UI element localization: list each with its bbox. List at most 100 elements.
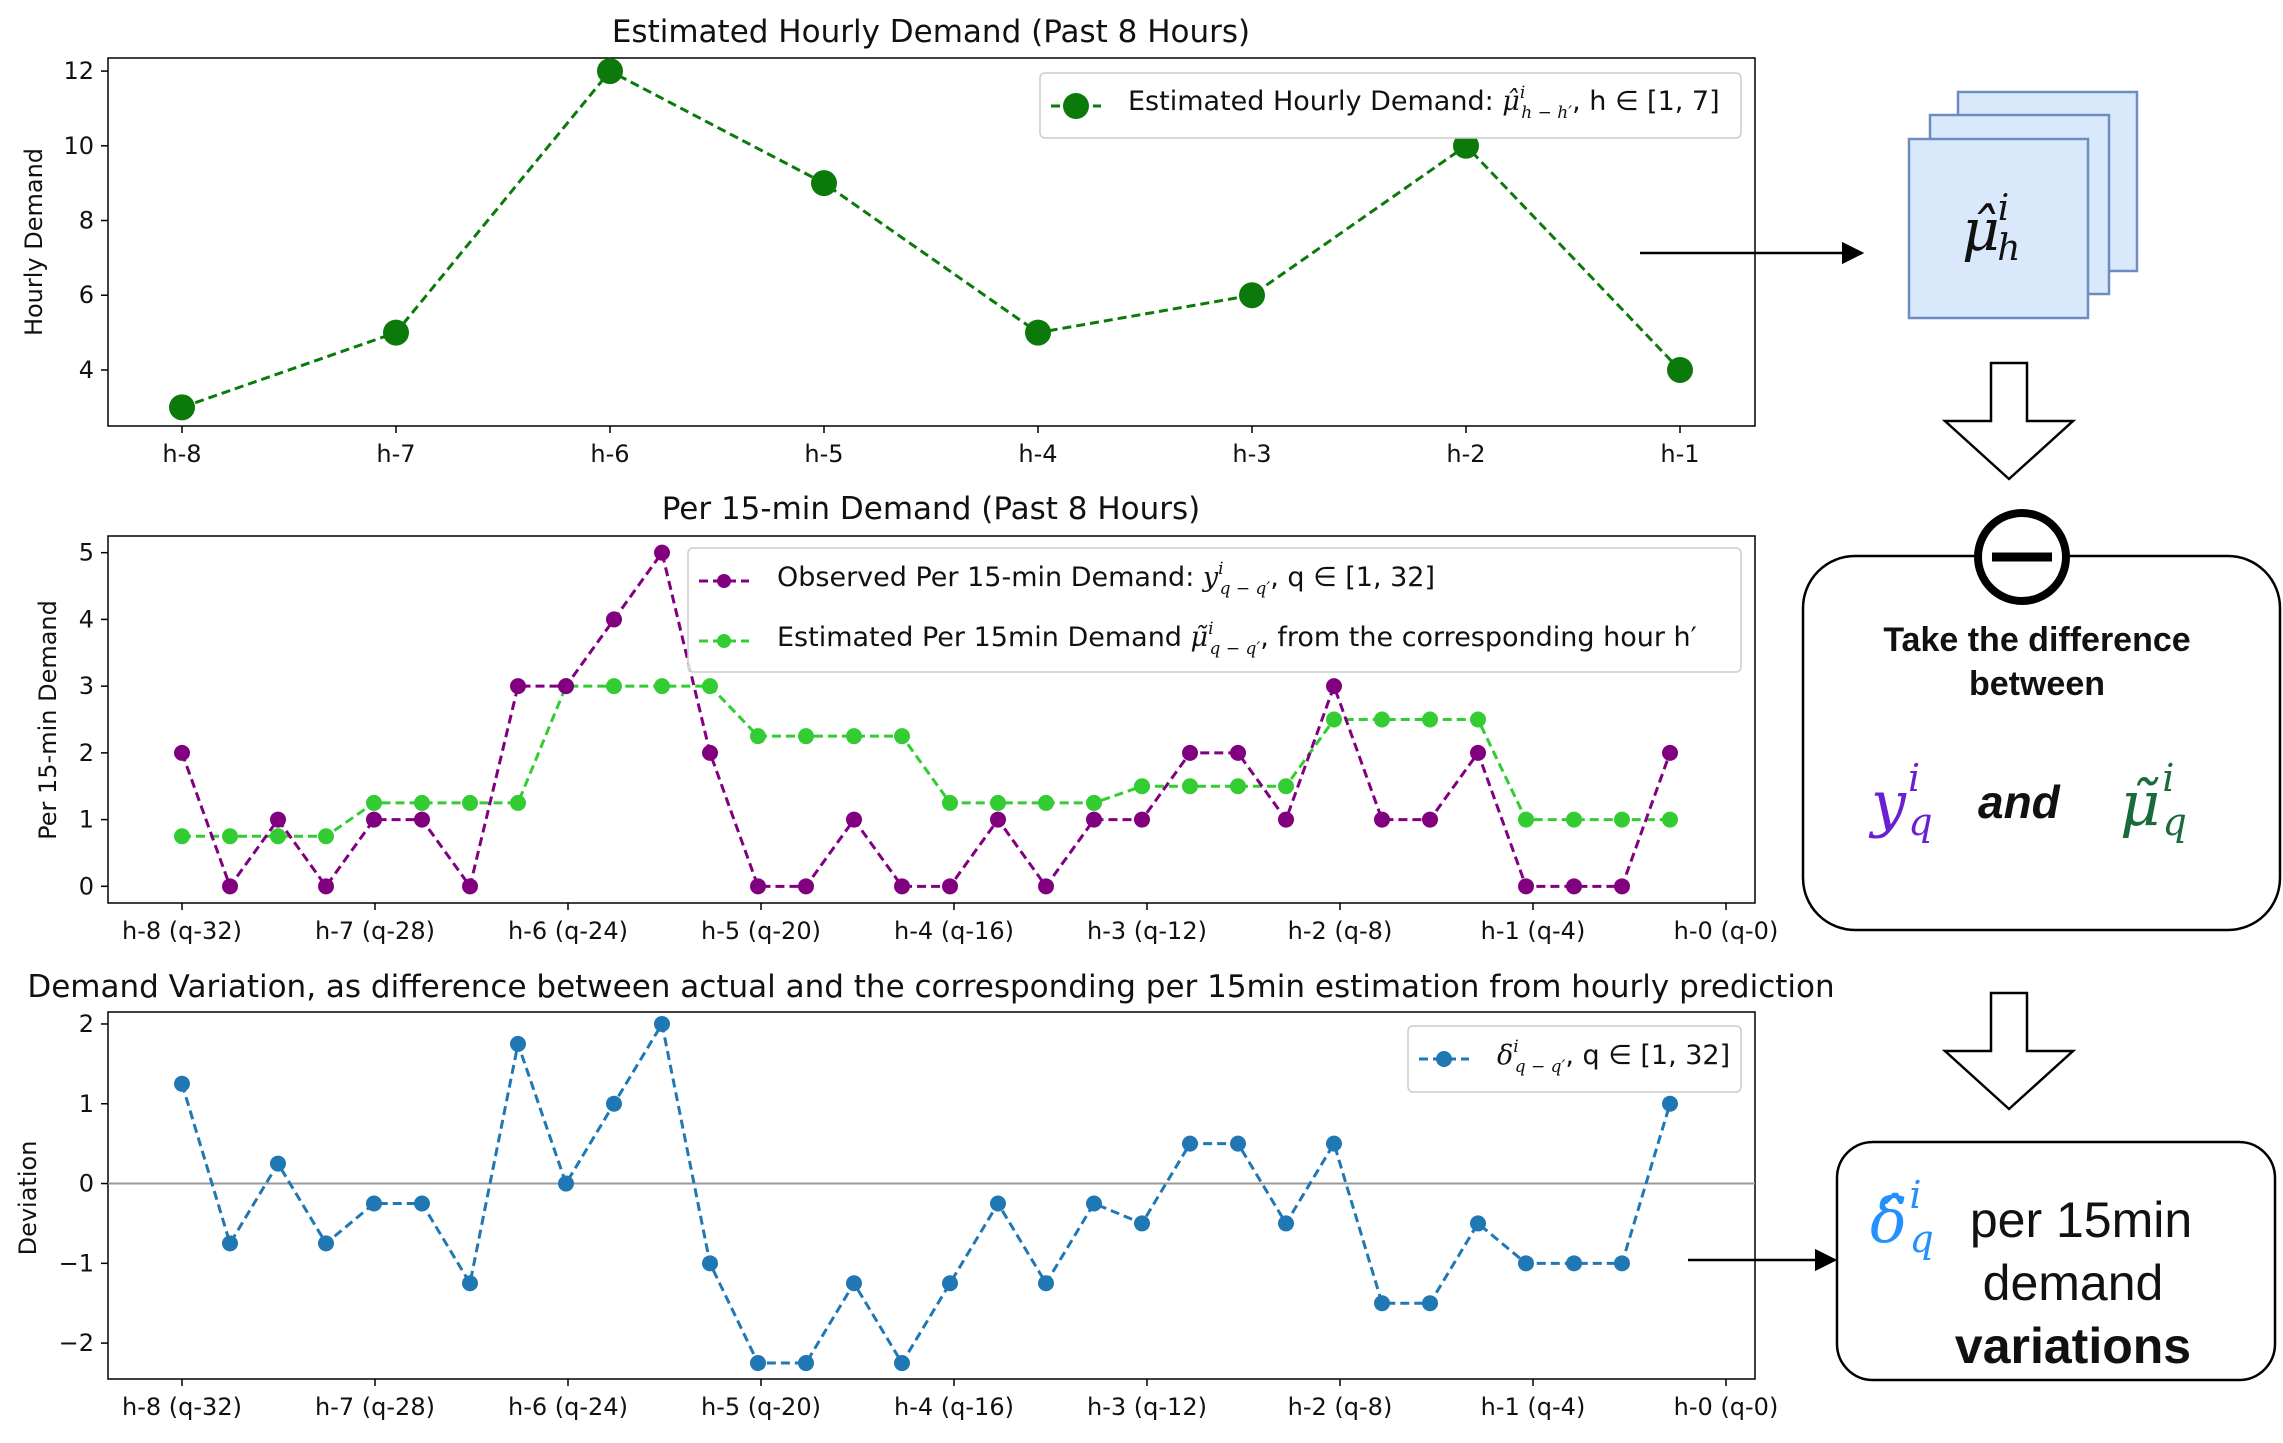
panel1-ytick-label: 10 bbox=[63, 132, 94, 160]
panel3-x-ticks: h-8 (q-32) h-7 (q-28) h-6 (q-24) h-5 (q-20)… bbox=[122, 1379, 1778, 1421]
panel2-estimated-point bbox=[1614, 811, 1630, 828]
panel2-estimated-point bbox=[846, 728, 862, 745]
panel3-legend-marker bbox=[1436, 1051, 1452, 1067]
panel2-estimated-point bbox=[1518, 811, 1534, 828]
variation-line3: variations bbox=[1955, 1318, 2191, 1374]
panel3-deviation-point bbox=[1182, 1135, 1198, 1152]
panel3-ytick-label: −2 bbox=[59, 1329, 94, 1357]
panel2-estimated-point bbox=[942, 794, 958, 811]
panel2-estimated-point bbox=[1662, 811, 1678, 828]
panel2-observed-point bbox=[558, 678, 574, 695]
panel3-deviation-point bbox=[1614, 1255, 1630, 1272]
panel2-estimated-point bbox=[1422, 711, 1438, 728]
panel3-xtick-label: h-3 (q-12) bbox=[1087, 1393, 1207, 1421]
panel2-observed-point bbox=[894, 878, 910, 895]
panel1-axes bbox=[107, 57, 1756, 427]
panel3-deviation-point bbox=[654, 1015, 670, 1032]
panel1-xtick-label: h-3 bbox=[1232, 440, 1271, 468]
panel1-xtick-label: h-5 bbox=[804, 440, 843, 468]
panel1-ytick-label: 8 bbox=[79, 207, 94, 235]
panel3-deviation-point bbox=[606, 1095, 622, 1112]
panel2-estimated-point bbox=[1374, 711, 1390, 728]
panel2-observed-point bbox=[1326, 678, 1342, 695]
panel2-observed-line bbox=[180, 549, 1672, 890]
panel3-ylabel: Deviation bbox=[14, 1141, 42, 1256]
panel1-xtick-label: h-8 bbox=[162, 440, 201, 468]
difference-line1: Take the difference bbox=[1883, 621, 2190, 659]
panel2-ytick-label: 0 bbox=[79, 872, 94, 900]
panel2-observed-point bbox=[990, 811, 1006, 828]
panel3-deviation-point bbox=[1086, 1195, 1102, 1212]
panel2-y-ticks: 0 1 2 3 4 5 bbox=[79, 539, 108, 900]
panel2-estimated-point bbox=[654, 678, 670, 695]
panel3-deviation-point bbox=[1422, 1295, 1438, 1312]
panel2-estimated-point bbox=[1038, 794, 1054, 811]
panel2-estimated-point bbox=[1278, 778, 1294, 795]
panel2-observed-point bbox=[1278, 811, 1294, 828]
panel3-deviation-point bbox=[1470, 1215, 1486, 1232]
panel1-hourly-point bbox=[169, 394, 195, 421]
panel2-ytick-label: 2 bbox=[79, 739, 94, 767]
panel3-legend-label: δi q − q′, q ∈ [1, 32] bbox=[1497, 1037, 1730, 1077]
panel3-xtick-label: h-8 (q-32) bbox=[122, 1393, 242, 1421]
panel3-deviation-point bbox=[1566, 1255, 1582, 1272]
panel1-legend-label: Estimated Hourly Demand: μ̂i h − h′, h ∈ … bbox=[1128, 83, 1720, 123]
panel1-x-ticks: h-8 h-7 h-6 h-5 h-4 h-3 h-2 h-1 bbox=[162, 426, 1700, 468]
panel2-estimated-point bbox=[1470, 711, 1486, 728]
panel2-observed-point bbox=[702, 744, 718, 761]
panel3-deviation-point bbox=[942, 1275, 958, 1292]
panel2-observed-point bbox=[942, 878, 958, 895]
and-word: and bbox=[1978, 776, 2061, 828]
panel2-observed-point bbox=[750, 878, 766, 895]
panel3-deviation-point bbox=[1134, 1215, 1150, 1232]
panel2-series bbox=[174, 544, 1678, 895]
variation-box bbox=[1835, 1140, 2277, 1382]
stack-layer-front bbox=[1907, 137, 2090, 320]
panel1-hourly-point bbox=[1453, 132, 1479, 159]
panel2-estimated-point bbox=[606, 678, 622, 695]
panel2-estimated-point bbox=[462, 794, 478, 811]
panel1-ylabel: Hourly Demand bbox=[20, 148, 48, 336]
panel2-estimated-point bbox=[1086, 794, 1102, 811]
delta-hat-symbol: δ̂i q bbox=[1870, 1173, 1934, 1261]
panel3-deviation-point bbox=[510, 1035, 526, 1052]
panel1-legend-box bbox=[1039, 72, 1742, 139]
panel3-deviation-point bbox=[558, 1175, 574, 1192]
panel2-estimated-point bbox=[414, 794, 430, 811]
panel3-deviation-point bbox=[1326, 1135, 1342, 1152]
panel2-estimated-point bbox=[318, 828, 334, 845]
panel1-legend-marker bbox=[1063, 93, 1089, 119]
panel1-hourly-line bbox=[181, 69, 1682, 409]
panel1-hourly-point bbox=[597, 58, 623, 85]
panel2-observed-point bbox=[318, 878, 334, 895]
panel2-estimated-point bbox=[1566, 811, 1582, 828]
panel2-estimated-point bbox=[1134, 778, 1150, 795]
panel2-estimated-point bbox=[270, 828, 286, 845]
panel2-estimated-point bbox=[894, 728, 910, 745]
panel3-ytick-label: 2 bbox=[79, 1010, 94, 1038]
panel1-y-ticks: 4 6 8 10 12 bbox=[63, 57, 108, 384]
panel3-deviation-point bbox=[222, 1235, 238, 1252]
panel2-xtick-label: h-5 (q-20) bbox=[701, 917, 821, 945]
panel1-hourly-point bbox=[1239, 282, 1265, 309]
variation-line2: demand bbox=[1983, 1255, 2164, 1311]
panel3-deviation-point bbox=[174, 1075, 190, 1092]
panel2-observed-point bbox=[1182, 744, 1198, 761]
panel3-axes bbox=[107, 1011, 1756, 1380]
panel3-deviation-point bbox=[462, 1275, 478, 1292]
panel2-observed-point bbox=[414, 811, 430, 828]
panel2-estimated-point bbox=[366, 794, 382, 811]
panel1-hourly-point bbox=[1025, 319, 1051, 346]
down-arrow-2 bbox=[1941, 991, 2077, 1111]
panel1-xtick-label: h-6 bbox=[590, 440, 629, 468]
panel3-legend: δi q − q′, q ∈ [1, 32] bbox=[1407, 1025, 1742, 1093]
panel3-xtick-label: h-1 (q-4) bbox=[1481, 1393, 1586, 1421]
panel1-xtick-label: h-4 bbox=[1018, 440, 1057, 468]
panel2-observed-point bbox=[1374, 811, 1390, 828]
panel2-ylabel: Per 15-min Demand bbox=[34, 600, 62, 840]
panel1-xtick-label: h-2 bbox=[1446, 440, 1485, 468]
panel2-observed-point bbox=[1422, 811, 1438, 828]
panel3-deviation-point bbox=[1662, 1095, 1678, 1112]
panel2-observed-point bbox=[1662, 744, 1678, 761]
